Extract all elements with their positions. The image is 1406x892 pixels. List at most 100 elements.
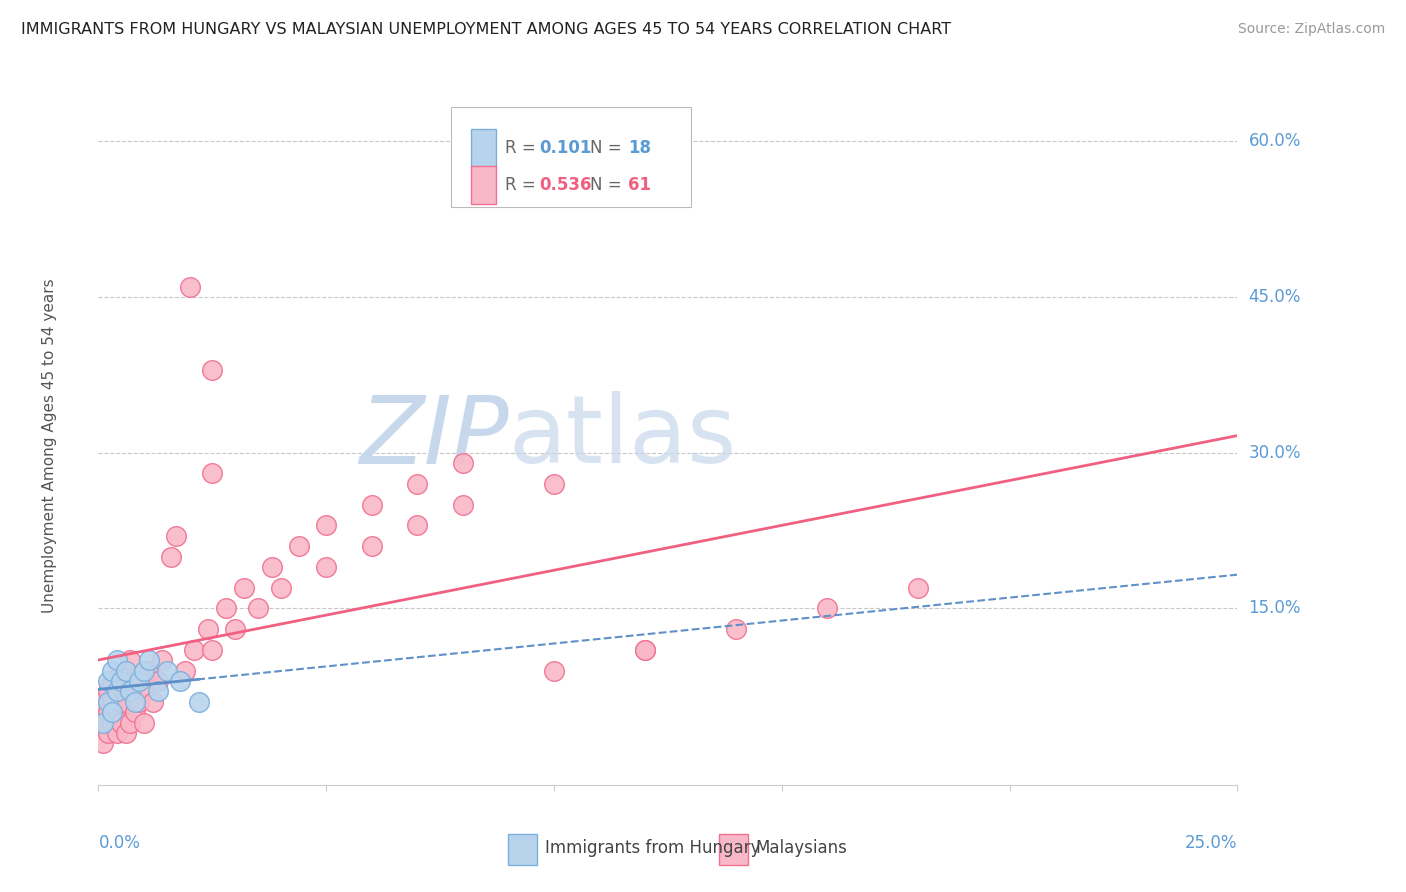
Point	[96, 726, 118, 740]
Point	[101, 706, 124, 720]
Point	[315, 518, 337, 533]
Point	[110, 674, 132, 689]
Point	[132, 684, 155, 698]
Point	[224, 622, 246, 636]
Point	[169, 674, 191, 689]
Text: 0.536: 0.536	[538, 177, 592, 194]
Point	[110, 695, 132, 709]
Point	[260, 560, 283, 574]
Text: 0.0%: 0.0%	[98, 834, 141, 852]
Point	[406, 518, 429, 533]
Point	[105, 684, 128, 698]
Point	[138, 653, 160, 667]
Point	[105, 684, 128, 698]
Point	[91, 715, 114, 730]
Point	[246, 601, 269, 615]
Point	[120, 684, 142, 698]
Point	[114, 664, 136, 678]
Text: Unemployment Among Ages 45 to 54 years: Unemployment Among Ages 45 to 54 years	[42, 278, 56, 614]
Point	[110, 674, 132, 689]
Point	[315, 560, 337, 574]
Text: 60.0%: 60.0%	[1249, 132, 1301, 150]
Point	[124, 695, 146, 709]
Point	[132, 715, 155, 730]
Text: Immigrants from Hungary: Immigrants from Hungary	[546, 838, 761, 856]
FancyBboxPatch shape	[471, 128, 496, 167]
Point	[138, 664, 160, 678]
Point	[132, 664, 155, 678]
Point	[201, 467, 224, 481]
Text: R =: R =	[505, 177, 541, 194]
Point	[156, 664, 179, 678]
Point	[201, 362, 224, 376]
Point	[128, 674, 150, 689]
Text: N =: N =	[591, 177, 627, 194]
Point	[146, 684, 169, 698]
Point	[815, 601, 838, 615]
Text: R =: R =	[505, 138, 541, 157]
Point	[124, 674, 146, 689]
Text: Source: ZipAtlas.com: Source: ZipAtlas.com	[1237, 22, 1385, 37]
FancyBboxPatch shape	[471, 166, 496, 204]
Point	[288, 539, 311, 553]
Point	[197, 622, 219, 636]
Point	[124, 706, 146, 720]
Point	[96, 695, 118, 709]
Point	[105, 726, 128, 740]
Point	[150, 653, 173, 667]
Point	[187, 695, 209, 709]
Point	[406, 476, 429, 491]
FancyBboxPatch shape	[451, 106, 690, 208]
Point	[270, 581, 292, 595]
Point	[725, 622, 748, 636]
Point	[91, 736, 114, 750]
Point	[160, 549, 183, 564]
Point	[110, 715, 132, 730]
Point	[114, 726, 136, 740]
Point	[120, 715, 142, 730]
Text: IMMIGRANTS FROM HUNGARY VS MALAYSIAN UNEMPLOYMENT AMONG AGES 45 TO 54 YEARS CORR: IMMIGRANTS FROM HUNGARY VS MALAYSIAN UNE…	[21, 22, 952, 37]
FancyBboxPatch shape	[509, 834, 537, 865]
Point	[215, 601, 238, 615]
Point	[96, 684, 118, 698]
Point	[360, 498, 382, 512]
Point	[183, 643, 205, 657]
Text: 61: 61	[628, 177, 651, 194]
Point	[543, 664, 565, 678]
Text: 18: 18	[628, 138, 651, 157]
Point	[101, 674, 124, 689]
Point	[101, 664, 124, 678]
Point	[233, 581, 256, 595]
Text: 30.0%: 30.0%	[1249, 443, 1301, 462]
Text: Malaysians: Malaysians	[755, 838, 848, 856]
Point	[360, 539, 382, 553]
Point	[96, 674, 118, 689]
Text: 15.0%: 15.0%	[1249, 599, 1301, 617]
Point	[105, 653, 128, 667]
Point	[146, 674, 169, 689]
Point	[120, 653, 142, 667]
Point	[142, 695, 165, 709]
Point	[451, 456, 474, 470]
Point	[101, 715, 124, 730]
Point	[451, 498, 474, 512]
Point	[91, 715, 114, 730]
Point	[634, 643, 657, 657]
Point	[174, 664, 197, 678]
Point	[543, 476, 565, 491]
FancyBboxPatch shape	[718, 834, 748, 865]
Point	[96, 706, 118, 720]
Text: ZIP: ZIP	[359, 392, 509, 483]
Point	[201, 643, 224, 657]
Point	[91, 695, 114, 709]
Point	[128, 695, 150, 709]
Text: N =: N =	[591, 138, 627, 157]
Text: atlas: atlas	[509, 391, 737, 483]
Point	[165, 529, 187, 543]
Point	[105, 706, 128, 720]
Point	[907, 581, 929, 595]
Point	[114, 664, 136, 678]
Point	[114, 695, 136, 709]
Point	[634, 643, 657, 657]
Text: 25.0%: 25.0%	[1185, 834, 1237, 852]
